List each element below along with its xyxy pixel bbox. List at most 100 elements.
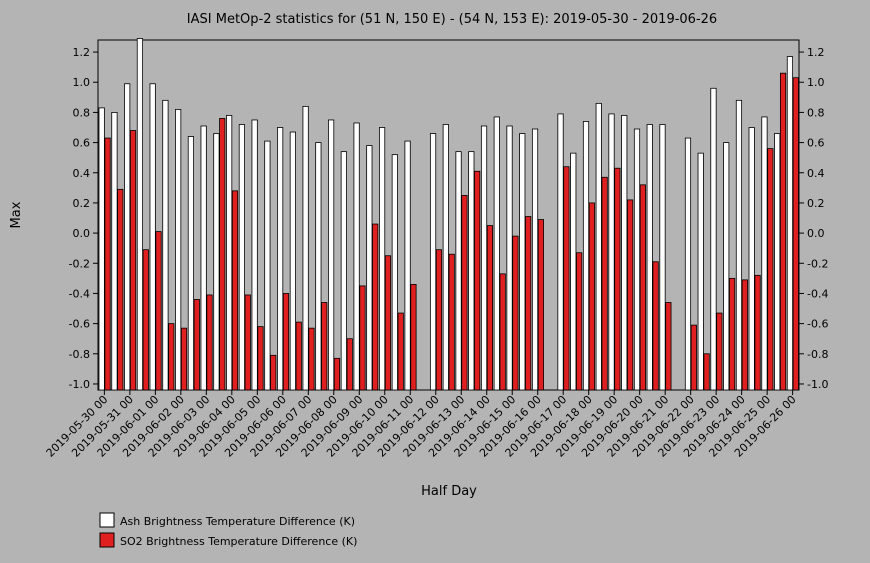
bar-ash bbox=[582, 121, 590, 391]
bar-so2 bbox=[295, 321, 302, 391]
bar-ash bbox=[200, 125, 207, 391]
bar-so2 bbox=[486, 225, 494, 391]
bar-ash bbox=[735, 99, 743, 391]
bar-ash bbox=[493, 116, 500, 391]
bar-so2 bbox=[397, 312, 404, 391]
bar-so2 bbox=[665, 302, 672, 391]
bar-ash bbox=[633, 128, 641, 391]
bar-ash bbox=[557, 113, 564, 391]
bar-so2 bbox=[563, 166, 570, 391]
y-tick-label-right: -0.2 bbox=[807, 257, 828, 270]
legend-swatch-so2 bbox=[99, 532, 115, 548]
bar-so2 bbox=[155, 231, 162, 391]
bar-ash bbox=[570, 152, 577, 391]
bar-so2 bbox=[716, 312, 723, 391]
y-tick-label-left: 0.6 bbox=[73, 137, 91, 150]
legend-label-so2: SO2 Brightness Temperature Difference (K… bbox=[120, 535, 357, 548]
bar-so2 bbox=[180, 327, 188, 391]
bar-so2 bbox=[499, 273, 506, 391]
y-tick-label-right: 0.8 bbox=[807, 106, 825, 119]
bar-ash bbox=[506, 125, 513, 391]
bar-so2 bbox=[372, 223, 379, 391]
bar-so2 bbox=[142, 249, 149, 391]
legend-label-ash: Ash Brightness Temperature Difference (K… bbox=[120, 515, 355, 528]
bar-so2 bbox=[359, 285, 366, 391]
bar-ash bbox=[162, 99, 169, 391]
bar-ash bbox=[340, 151, 347, 391]
y-tick-label-right: -0.4 bbox=[807, 287, 828, 300]
y-tick-label-right: 1.2 bbox=[807, 46, 825, 59]
y-tick-label-left: -0.8 bbox=[69, 348, 90, 361]
bar-so2 bbox=[588, 202, 595, 391]
bar-ash bbox=[429, 133, 437, 391]
y-tick-label-left: 0.0 bbox=[73, 227, 91, 240]
bar-ash bbox=[98, 107, 105, 391]
bar-ash bbox=[659, 124, 666, 391]
bar-ash bbox=[404, 140, 411, 391]
bar-ash bbox=[124, 83, 131, 391]
legend: Ash Brightness Temperature Difference (K… bbox=[99, 512, 357, 548]
y-axis-left: -1.0 -0.8 -0.6 -0.4 -0.2 0.0 0.2 0.4 0.6 0.8 1.0 1.… bbox=[69, 46, 98, 391]
bar-ash bbox=[774, 133, 781, 391]
bar-ash bbox=[468, 151, 475, 391]
y-tick-label-right: -1.0 bbox=[807, 378, 828, 391]
bar-ash bbox=[213, 133, 220, 391]
bar-so2 bbox=[270, 354, 277, 391]
bar-so2 bbox=[792, 77, 799, 391]
bar-so2 bbox=[652, 261, 659, 391]
bar-ash bbox=[697, 152, 704, 391]
bar-ash bbox=[328, 119, 335, 391]
y-tick-label-left: 0.8 bbox=[73, 106, 91, 119]
bar-so2 bbox=[512, 235, 519, 391]
bar-ash bbox=[455, 151, 462, 391]
bar-so2 bbox=[601, 176, 608, 391]
bar-ash bbox=[723, 142, 730, 391]
bar-so2 bbox=[614, 167, 621, 391]
bar-ash bbox=[595, 102, 602, 391]
bar-ash bbox=[684, 137, 692, 391]
bar-ash bbox=[480, 125, 488, 391]
bar-ash bbox=[748, 127, 755, 391]
y-tick-label-right: 0.6 bbox=[807, 137, 825, 150]
x-axis-label: Half Day bbox=[421, 484, 477, 499]
bar-so2 bbox=[244, 294, 251, 391]
bar-so2 bbox=[779, 72, 787, 391]
legend-swatch-ash bbox=[99, 512, 115, 528]
bar-ash bbox=[226, 115, 233, 391]
bar-so2 bbox=[474, 170, 481, 391]
bar-so2 bbox=[346, 338, 353, 391]
bar-ash bbox=[302, 105, 309, 391]
y-tick-label-left: -0.6 bbox=[69, 318, 90, 331]
y-tick-label-right: -0.6 bbox=[807, 318, 828, 331]
chart-title: IASI MetOp-2 statistics for (51 N, 150 E… bbox=[187, 12, 717, 27]
bar-so2 bbox=[206, 294, 213, 391]
bar-ash bbox=[531, 128, 539, 391]
y-tick-label-left: 0.4 bbox=[73, 167, 91, 180]
bar-so2 bbox=[741, 279, 748, 391]
y-axis-label: Max bbox=[9, 201, 24, 228]
bar-ash bbox=[391, 154, 398, 391]
bar-ash bbox=[149, 83, 156, 391]
bar-so2 bbox=[231, 190, 239, 391]
bar-ash bbox=[366, 145, 373, 391]
bar-ash bbox=[136, 38, 144, 391]
y-tick-label-left: 1.0 bbox=[73, 76, 91, 89]
y-tick-label-left: -0.2 bbox=[69, 257, 90, 270]
bar-ash bbox=[608, 113, 615, 391]
bar-so2 bbox=[117, 188, 124, 391]
bars-group bbox=[98, 38, 799, 391]
bar-ash bbox=[786, 56, 794, 391]
bar-so2 bbox=[754, 274, 761, 391]
bar-so2 bbox=[448, 253, 455, 391]
bar-so2 bbox=[333, 357, 341, 391]
bar-ash bbox=[761, 116, 768, 391]
bar-so2 bbox=[129, 130, 137, 391]
bar-so2 bbox=[461, 194, 468, 391]
bar-ash bbox=[175, 109, 182, 391]
bar-ash bbox=[238, 124, 245, 391]
bar-ash bbox=[519, 133, 526, 391]
bar-ash bbox=[378, 127, 386, 391]
y-tick-label-right: 0.2 bbox=[807, 197, 825, 210]
